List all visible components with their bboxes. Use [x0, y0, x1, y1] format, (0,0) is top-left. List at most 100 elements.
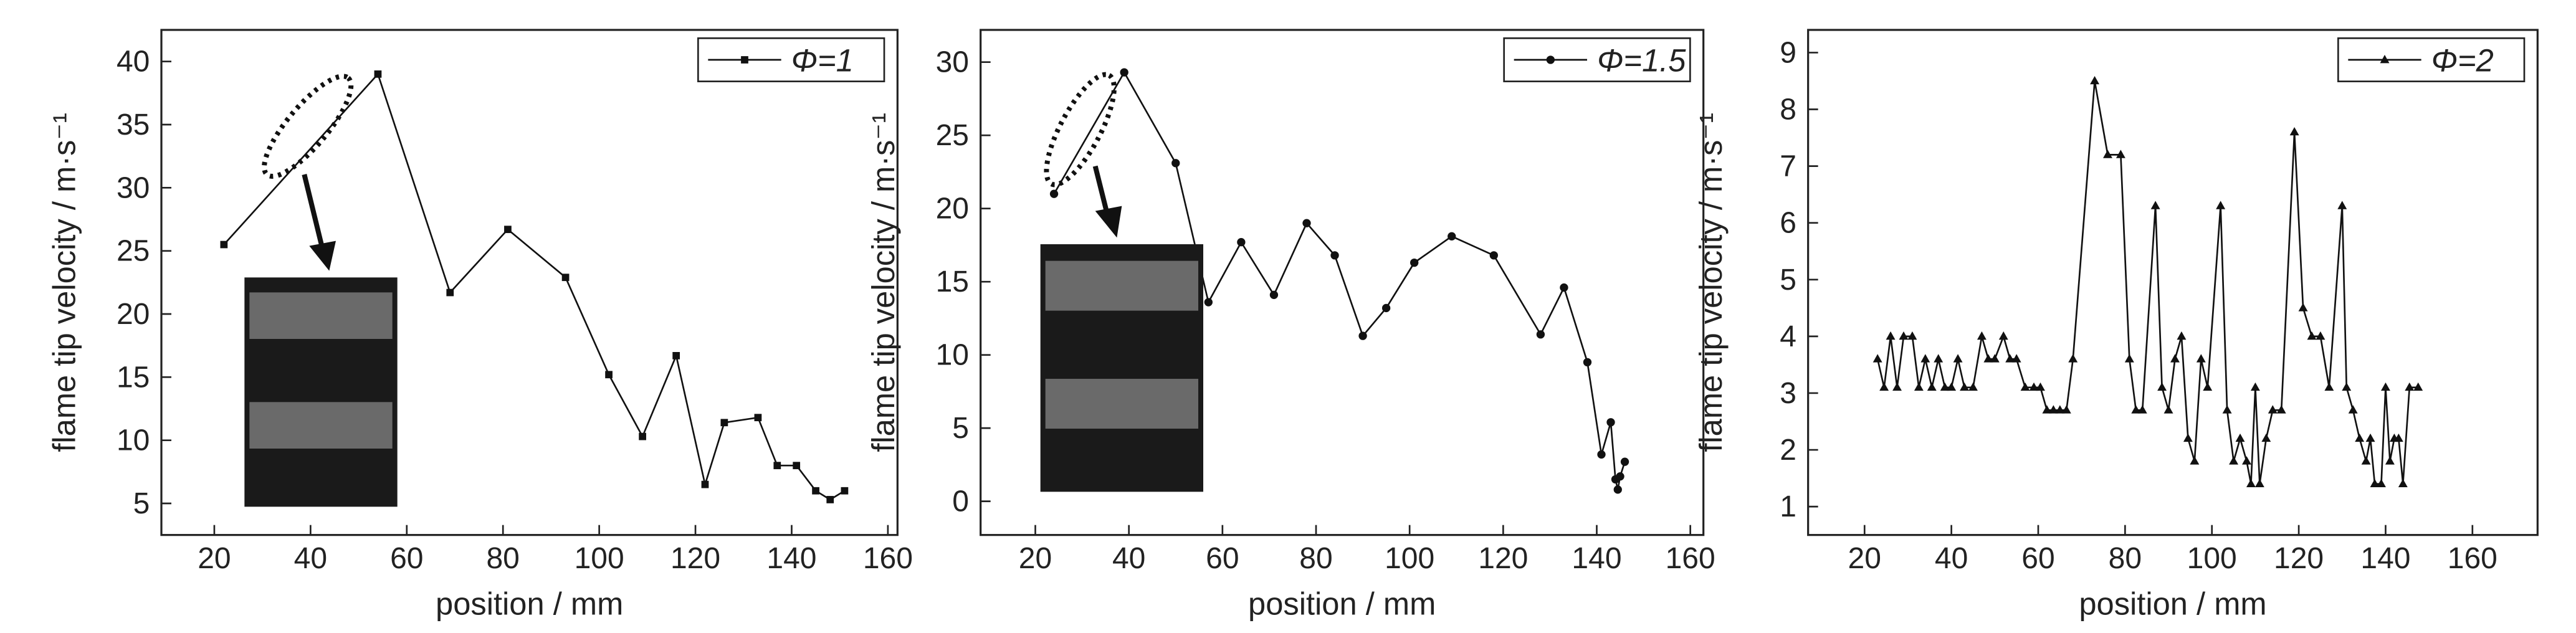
marker [1330, 251, 1339, 260]
marker [2029, 382, 2039, 391]
marker [2183, 433, 2193, 442]
legend-label: Φ=1.5 [1597, 43, 1686, 79]
marker [2413, 382, 2423, 391]
marker [812, 487, 819, 495]
marker [2348, 405, 2358, 414]
chart: 20 40 60 80 100 120 140 160 5 10 15 20 25 30 35 40 posit… [46, 29, 913, 622]
marker [2157, 382, 2167, 391]
marker [2298, 303, 2308, 312]
marker [1998, 331, 2008, 340]
marker [2103, 150, 2112, 158]
marker [2246, 478, 2256, 488]
marker [1613, 485, 1622, 494]
x-tick-label: 100 [2187, 542, 2237, 575]
series-line [223, 72, 846, 501]
inset-photo-2 [1040, 72, 1203, 492]
marker [1536, 330, 1545, 339]
marker [1892, 382, 1902, 391]
plot-frame [160, 29, 899, 536]
y-tick-label: 25 [936, 119, 969, 152]
marker [2011, 354, 2021, 363]
y-tick-label: 30 [117, 171, 150, 204]
x-tick-label: 160 [2448, 542, 2497, 575]
series-line [1876, 80, 2418, 485]
legend-label: Φ=1 [791, 43, 854, 79]
y-tick-label: 3 [1780, 377, 1796, 410]
marker [1546, 55, 1555, 64]
marker [2005, 354, 2015, 363]
x-tick-label: 120 [670, 542, 720, 575]
marker [701, 480, 709, 488]
x-axis-label: position / mm [436, 586, 623, 622]
y-tick-label: 9 [1780, 36, 1796, 69]
marker [2250, 382, 2260, 391]
x-tick-label: 140 [1572, 542, 1621, 575]
y-tick-label: 25 [117, 235, 150, 268]
marker [504, 226, 512, 234]
marker [2177, 331, 2187, 340]
y-tick-label: 0 [952, 485, 969, 518]
marker [1302, 219, 1311, 227]
x-tick-label: 40 [1935, 542, 1968, 575]
marker [2361, 456, 2371, 465]
marker [2229, 456, 2239, 465]
x-tick-label: 140 [2360, 542, 2410, 575]
marker [1977, 331, 1987, 340]
marker [1914, 382, 1924, 391]
marker [2137, 405, 2147, 414]
marker [2042, 405, 2052, 414]
marker [2380, 382, 2390, 391]
insets [244, 72, 1203, 507]
marker [605, 371, 613, 379]
marker [773, 462, 781, 470]
marker [1448, 232, 1456, 240]
marker [1899, 331, 1909, 340]
marker [2055, 405, 2065, 414]
marker [1204, 298, 1213, 307]
x-tick-label: 140 [766, 542, 816, 575]
marker [2090, 75, 2100, 85]
marker [2036, 382, 2045, 391]
marker [2068, 354, 2078, 363]
marker [2196, 354, 2206, 363]
x-tick-label: 60 [390, 542, 423, 575]
marker [826, 496, 834, 503]
y-tick-label: 5 [952, 412, 969, 445]
marker [1120, 68, 1128, 77]
x-tick-label: 80 [1299, 542, 1332, 575]
marker [2398, 478, 2408, 488]
marker [1872, 354, 1882, 363]
marker [1358, 331, 1367, 340]
y-tick-label: 15 [117, 361, 150, 394]
y-axis-label: flame tip velocity / m·s⁻¹ [1693, 113, 1729, 452]
marker [1410, 258, 1419, 267]
marker [1606, 418, 1615, 427]
marker [2405, 382, 2415, 391]
marker [2370, 478, 2380, 488]
marker [2150, 201, 2160, 209]
marker [2377, 478, 2386, 488]
x-tick-label: 120 [1478, 542, 1528, 575]
marker [1927, 382, 1937, 391]
marker [2241, 456, 2251, 465]
x-tick-label: 20 [1848, 542, 1881, 575]
x-tick-label: 40 [294, 542, 327, 575]
marker [2131, 405, 2141, 414]
marker [1934, 354, 1944, 363]
marker [1237, 238, 1246, 247]
x-tick-label: 80 [487, 542, 520, 575]
y-tick-label: 35 [117, 108, 150, 141]
marker [446, 288, 454, 297]
marker [1583, 358, 1592, 367]
marker [2163, 405, 2173, 414]
y-tick-label: 40 [117, 45, 150, 79]
marker [1620, 457, 1629, 466]
marker [2307, 331, 2317, 340]
series-line [1053, 70, 1626, 490]
marker [2261, 433, 2271, 442]
marker [1968, 382, 1978, 391]
marker [1907, 331, 1917, 340]
marker [1960, 382, 1969, 391]
x-tick-label: 160 [863, 542, 913, 575]
marker [639, 432, 646, 440]
